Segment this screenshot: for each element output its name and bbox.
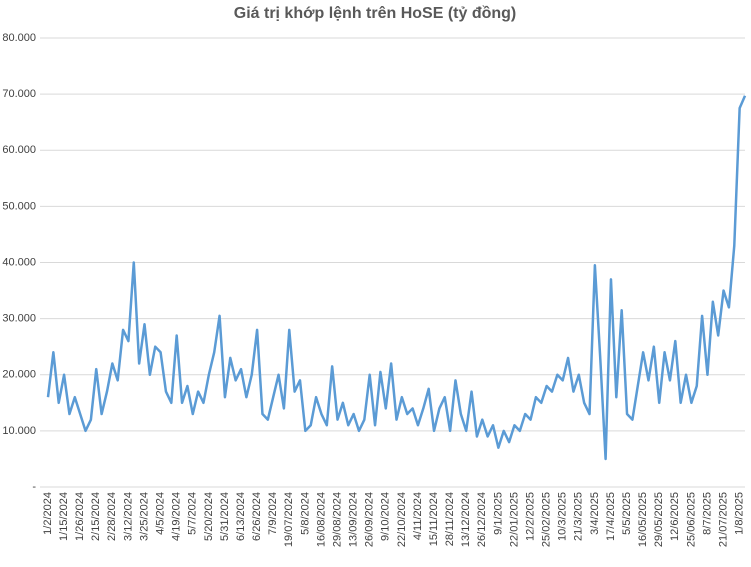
x-tick-label: 28/11/2024 [444,492,456,546]
y-tick-label: 30.000 [2,313,36,325]
x-tick-label: 3/4/2025 [589,492,601,535]
x-tick-label: 16/08/2024 [315,492,327,547]
y-tick-label: 50.000 [2,200,36,212]
x-tick-label: 12/2/2025 [524,492,536,541]
x-tick-label: 5/7/2024 [187,492,199,535]
x-tick-label: 21/07/2025 [717,492,729,547]
y-tick-label: 20.000 [2,369,36,381]
x-tick-label: 2/28/2024 [106,492,118,541]
x-tick-label: 26/12/2024 [476,492,488,547]
x-tick-label: 22/10/2024 [396,492,408,547]
x-tick-label: 7/9/2024 [267,492,279,535]
x-tick-label: 9/10/2024 [380,492,392,541]
x-tick-label: 3/25/2024 [138,492,150,541]
x-tick-label: 25/02/2025 [541,492,553,547]
x-tick-label: 5/5/2025 [621,492,633,535]
chart-title: Giá trị khớp lệnh trên HoSE (tỷ đồng) [234,5,517,22]
y-tick-label: 10.000 [2,425,36,437]
x-tick-label: 13/12/2024 [460,492,472,547]
x-tick-label: 6/13/2024 [235,492,247,541]
x-tick-label: 2/15/2024 [90,492,102,541]
x-tick-label: 25/06/2025 [685,492,697,547]
x-tick-label: 26/09/2024 [364,492,376,547]
x-tick-label: 4/5/2024 [154,492,166,535]
x-tick-label: 5/8/2024 [299,492,311,535]
x-tick-label: 5/20/2024 [203,492,215,541]
x-tick-label: 13/09/2024 [348,492,360,547]
x-tick-label: 6/26/2024 [251,492,263,541]
x-tick-label: 15/11/2024 [428,492,440,546]
x-tick-label: 1/26/2024 [74,492,86,541]
x-tick-label: 5/31/2024 [219,492,231,541]
x-tick-label: 1/15/2024 [58,492,70,541]
x-tick-label: 3/12/2024 [122,492,134,541]
x-tick-label: 22/01/2025 [508,492,520,547]
y-tick-label: - [32,481,36,493]
x-tick-label: 4/19/2024 [171,492,183,541]
x-tick-label: 19/07/2024 [283,492,295,547]
x-tick-label: 1/2/2024 [42,492,54,535]
series-line [46,95,747,461]
x-tick-label: 17/4/2025 [605,492,617,541]
x-tick-label: 16/05/2025 [637,492,649,547]
x-tick-label: 10/3/2025 [557,492,569,541]
x-tick-label: 29/08/2024 [331,492,343,547]
y-tick-label: 40.000 [2,256,36,268]
x-tick-label: 12/6/2025 [669,492,681,541]
y-tick-label: 70.000 [2,88,36,100]
y-tick-label: 80.000 [2,32,36,44]
x-tick-label: 1/8/2025 [734,492,746,535]
x-tick-label: 29/05/2025 [653,492,665,547]
x-tick-label: 21/3/2025 [573,492,585,541]
x-tick-label: 8/7/2025 [701,492,713,535]
x-tick-label: 9/1/2025 [492,492,504,535]
y-tick-label: 60.000 [2,144,36,156]
x-tick-label: 4/11/2024 [412,492,424,540]
